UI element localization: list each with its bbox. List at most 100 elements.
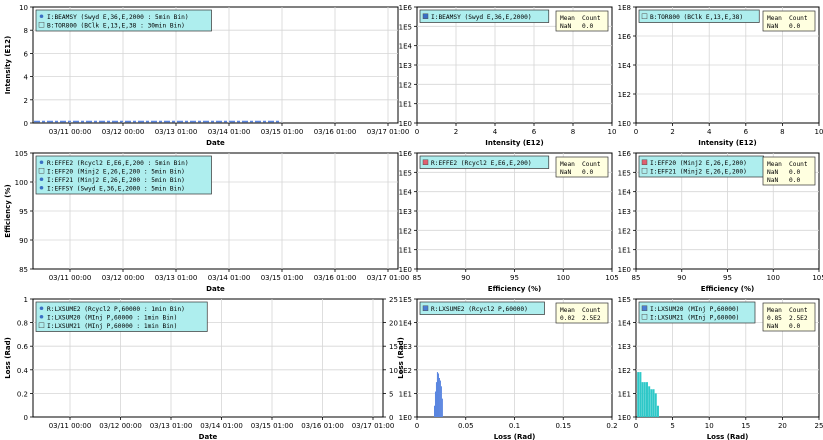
h4-x-axis-label: Efficiency (%)	[701, 285, 754, 293]
h4-legend-marker	[641, 168, 648, 174]
h5-x-tick-label: 0.1	[509, 422, 520, 430]
h1-x-tick-label: 8	[571, 128, 575, 136]
ts3-legend-item: R:LXSUME2 (Rcycl2 P,60000 : 1min Bin)	[47, 306, 185, 313]
ts2-legend-item: R:EFFE2 (Rcycl2 E,E6,E,200 : 5min Bin)	[47, 160, 189, 167]
h2-stats-cell: 0.0	[789, 23, 800, 30]
h6-legend-item: I:LXSUM20 (MInj P,60000)	[650, 306, 739, 313]
h6-histogram-bar	[652, 389, 655, 417]
h2-x-tick-label: 8	[780, 128, 784, 136]
ts3-y2-tick-label: 25	[389, 296, 398, 304]
h1-x-tick-label: 0	[415, 128, 419, 136]
h1-x-tick-label: 6	[532, 128, 537, 136]
ts1-x-tick-label: 03/15 01:00	[261, 128, 304, 136]
h3-y-tick-label: 1E3	[399, 208, 412, 216]
ts3-legend-item: I:LXSUM21 (MInj P,60000 : 1min Bin)	[47, 323, 177, 330]
h6-histogram-bar	[643, 382, 646, 417]
h2-y-tick-label: 1E8	[618, 4, 631, 12]
h3-stats-cell: Mean	[560, 161, 575, 168]
h1-y-tick-label: 1E4	[399, 43, 413, 51]
ts3-y-tick-label: 0.4	[17, 367, 29, 375]
h2-stats-cell: NaN	[767, 23, 778, 30]
h2-y-tick-label: 1E2	[618, 91, 631, 99]
h6-histogram-bar	[656, 405, 659, 417]
h5-legend-item: R:LXSUME2 (Rcycl2 P,60000)	[431, 306, 528, 313]
h5-x-tick-label: 0.05	[458, 422, 474, 430]
ts2-x-tick-label: 03/11 00:00	[49, 274, 92, 282]
h4-legend-marker	[641, 159, 648, 165]
ts2-y-tick-label: 90	[19, 237, 28, 245]
ts2-legend[interactable]: R:EFFE2 (Rcycl2 E,E6,E,200 : 5min Bin) I:…	[35, 155, 212, 195]
h6-stats-cell: NaN	[767, 323, 778, 330]
ts2-x-tick-label: 03/13 01:00	[155, 274, 198, 282]
h4-stats-cell: Count	[789, 161, 808, 168]
ts2-x-tick-label: 03/15 01:00	[261, 274, 304, 282]
h2-legend[interactable]: B:TOR800 (BClk E,13,E,38)	[638, 9, 760, 23]
ts1-legend-marker	[39, 14, 44, 19]
h4-stats-box: Mean Count NaN 0.0 NaN 0.0	[762, 156, 816, 186]
ts2-x-tick-label: 03/17 01:00	[367, 274, 410, 282]
h2-legend-item: B:TOR800 (BClk E,13,E,38)	[650, 14, 743, 21]
ts3-y2-tick-label: 5	[389, 390, 393, 398]
h2-stats-box: Mean Count NaN 0.0	[762, 10, 816, 32]
h3-y-tick-label: 1E1	[399, 247, 412, 255]
h6-stats-cell: 2.5E2	[789, 315, 808, 322]
h3-legend[interactable]: R:EFFE2 (Rcycl2 E,E6,E,200)	[419, 155, 550, 169]
h6-x-tick-label: 5	[670, 422, 674, 430]
h5-stats-cell: 0.02	[560, 315, 575, 322]
h4-y-tick-label: 1E0	[618, 266, 631, 274]
ts2-legend-item: I:EFF21 (Minj2 E,26,E,200 : 5min Bin)	[47, 177, 185, 184]
h5-histogram-bar	[434, 391, 437, 417]
h3-stats-cell: 0.0	[582, 169, 593, 176]
h3-x-tick-label: 105	[605, 274, 618, 282]
ts1-legend[interactable]: I:BEAMSY (Swyd E,36,E,2000 : 5min Bin)B:…	[35, 9, 212, 32]
h2-y-tick-label: 1E0	[618, 120, 631, 128]
ts2-y-tick-label: 85	[19, 266, 28, 274]
h6-y-tick-label: 1E3	[618, 343, 631, 351]
h6-y-tick-label: 1E0	[618, 414, 631, 422]
h6-histogram-bar	[650, 389, 653, 417]
h3-x-tick-label: 95	[510, 274, 519, 282]
h4-legend[interactable]: I:EFF20 (Minj2 E,26,E,200)I:EFF21 (Minj2…	[638, 155, 764, 178]
h2-x-tick-label: 0	[634, 128, 638, 136]
h1-stats-cell: NaN	[560, 23, 571, 30]
h6-legend[interactable]: I:LXSUM20 (MInj P,60000)I:LXSUM21 (MInj …	[638, 301, 756, 324]
h3-y-tick-label: 1E2	[399, 227, 412, 235]
ts3-y-tick-label: 0	[24, 414, 28, 422]
ts2-legend-marker	[39, 160, 44, 165]
h5-y-tick-label: 1E4	[399, 320, 413, 328]
h6-x-tick-label: 0	[634, 422, 638, 430]
h5-stats-box: Mean Count 0.02 2.5E2	[555, 302, 609, 324]
h4-y-tick-label: 1E6	[618, 150, 632, 158]
h6-x-axis-label: Loss (Rad)	[707, 433, 749, 440]
ts1-y-tick-label: 10	[19, 4, 28, 12]
h3-x-axis-label: Efficiency (%)	[488, 285, 541, 293]
h1-chart: 1E0 1E1 1E2 1E3 1E4 1E5 1E6 0 2 4 6 8 10 Intensity (E…	[399, 4, 617, 147]
h4-x-tick-label: 95	[723, 274, 732, 282]
ts2-x-tick-label: 03/16 01:00	[314, 274, 357, 282]
h4-y-tick-label: 1E1	[618, 247, 631, 255]
h4-legend-item: I:EFF21 (Minj2 E,26,E,200)	[650, 168, 747, 175]
h2-chart: 1E0 1E2 1E4 1E6 1E8 0 2 4 6 8 10 Intensity (E12) B:T…	[618, 4, 823, 147]
ts3-right-y-axis-label: Loss (Rad)	[397, 337, 405, 379]
ts2-y-tick-label: 105	[15, 150, 28, 158]
ts2-x-tick-label: 03/12 00:00	[102, 274, 145, 282]
ts2-x-axis-label: Date	[206, 285, 225, 293]
h2-x-tick-label: 4	[707, 128, 712, 136]
ts3-legend[interactable]: R:LXSUME2 (Rcycl2 P,60000 : 1min Bin) I:L…	[35, 301, 208, 332]
h1-legend[interactable]: I:BEAMSY (Swyd E,36,E,2000)	[419, 9, 550, 23]
h5-legend[interactable]: R:LXSUME2 (Rcycl2 P,60000)	[419, 301, 545, 315]
h3-chart: 1E0 1E1 1E2 1E3 1E4 1E5 1E6 85 90 95 100 105 Efficie…	[399, 150, 619, 293]
h6-x-tick-label: 25	[815, 422, 823, 430]
h5-y-tick-label: 1E3	[399, 343, 412, 351]
h5-chart: 1E0 1E1 1E2 1E3 1E4 1E5 0 0.05 0.1 0.15 0.2 Loss (R…	[399, 296, 618, 440]
h4-legend-item: I:EFF20 (Minj2 E,26,E,200)	[650, 160, 747, 167]
h6-stats-cell: Count	[789, 307, 808, 314]
h6-x-tick-label: 20	[778, 422, 787, 430]
ts2-x-tick-label: 03/14 01:00	[208, 274, 251, 282]
h4-stats-cell: Mean	[767, 161, 782, 168]
h2-legend-marker	[641, 13, 648, 19]
h3-stats-cell: NaN	[560, 169, 571, 176]
ts2-chart: 03/11 00:00 03/12 00:00 03/13 01:00 03/14 0…	[4, 150, 409, 293]
h4-x-tick-label: 90	[677, 274, 686, 282]
ts3-x-tick-label: 03/11 00:00	[49, 422, 92, 430]
